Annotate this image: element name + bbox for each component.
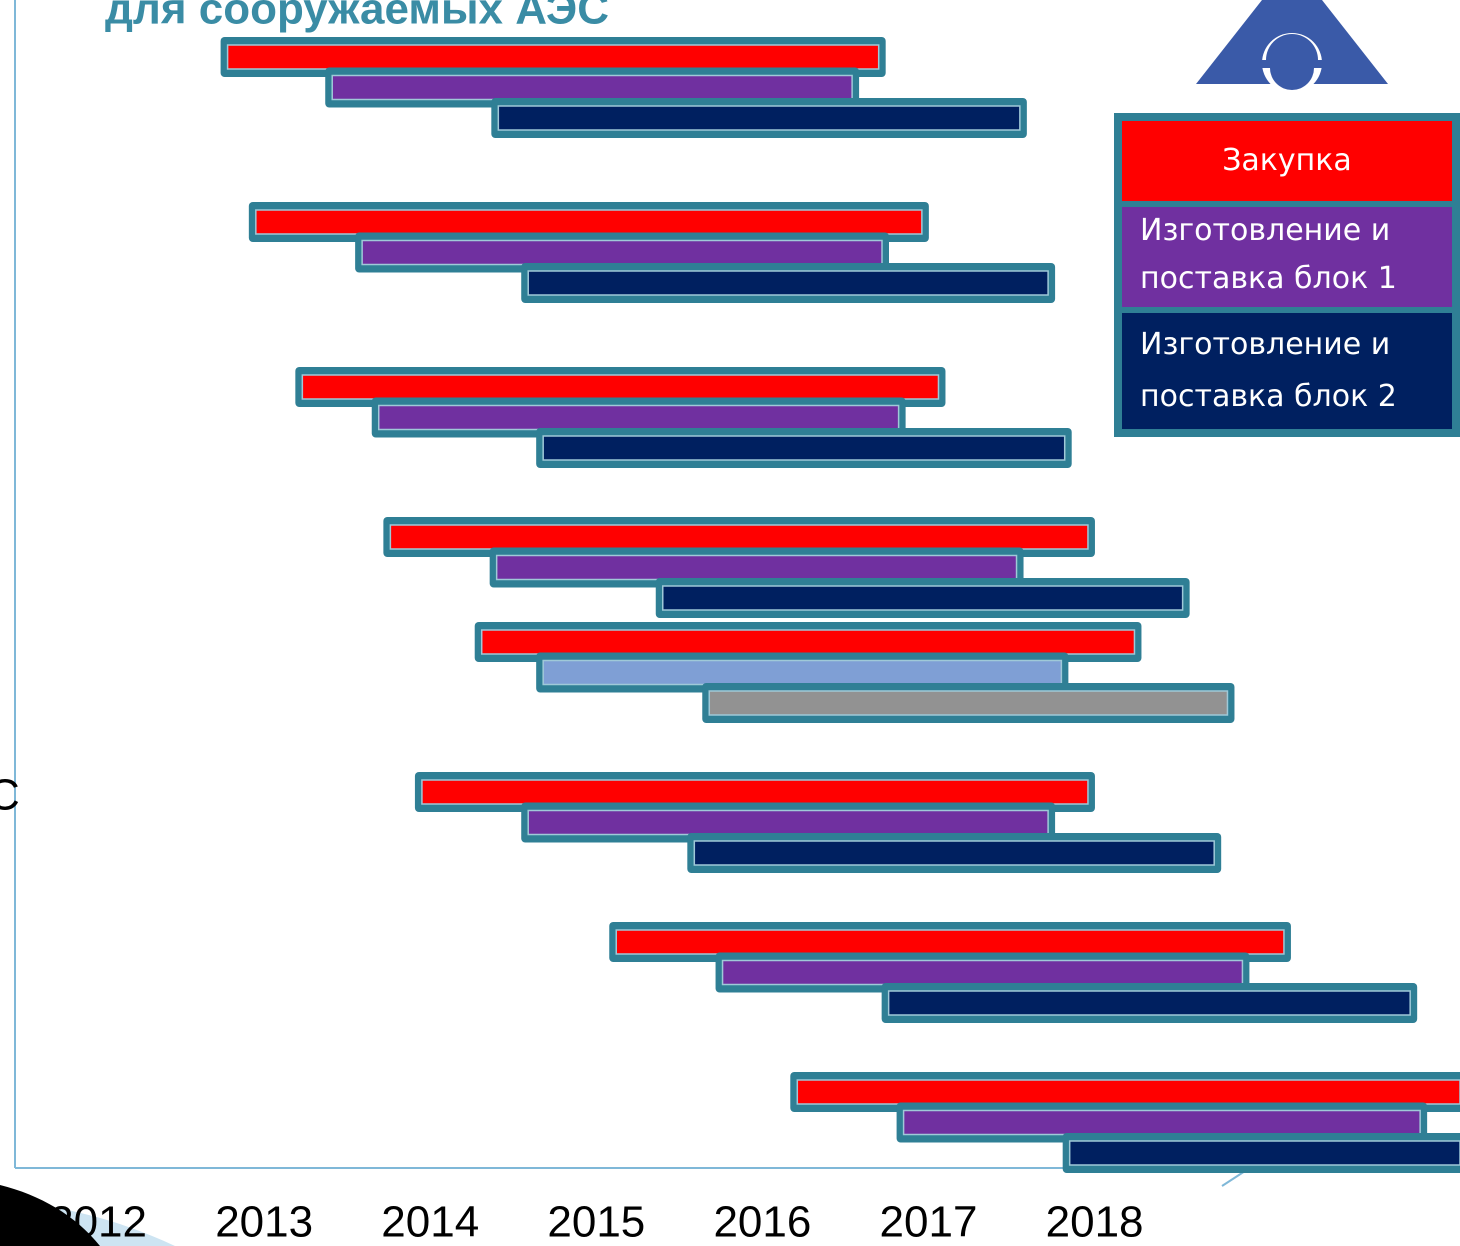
x-tick-label: 2014 (381, 1198, 479, 1246)
bar (489, 547, 1024, 588)
bar-fill (708, 690, 1229, 716)
bar-fill (693, 840, 1215, 866)
bar (521, 263, 1056, 303)
legend-entry: Изготовление и поставка блок 2 (1122, 313, 1452, 429)
decor-swoosh (0, 1185, 100, 1246)
bar (609, 922, 1291, 962)
bar (521, 802, 1056, 843)
bar (295, 367, 946, 407)
bar (355, 232, 889, 273)
bar (414, 772, 1095, 812)
legend-entry: Изготовление и поставка блок 1 (1122, 207, 1452, 307)
bar (536, 652, 1069, 693)
bar (881, 983, 1418, 1023)
bar-fill (421, 779, 1089, 805)
x-tick-label: 2017 (880, 1198, 978, 1246)
bar-fill (527, 809, 1049, 836)
bar (715, 952, 1250, 993)
x-tick-label: 2012 (49, 1198, 147, 1246)
bar-fill (662, 585, 1184, 611)
bar (687, 833, 1222, 873)
bar-fill (377, 404, 900, 431)
bar (491, 98, 1027, 138)
bar-fill (796, 1079, 1460, 1105)
bar-fill (331, 74, 853, 101)
bar-fill (480, 629, 1136, 655)
bar-fill (495, 554, 1018, 581)
bar (702, 683, 1235, 723)
bar (220, 37, 886, 77)
x-tick-label: 2018 (1046, 1198, 1144, 1246)
bar (248, 202, 929, 242)
bar-fill (301, 374, 940, 400)
bar-fill (887, 990, 1411, 1016)
bar-fill (1068, 1140, 1460, 1166)
bar-fill (497, 105, 1021, 131)
bar-fill (389, 524, 1089, 550)
bar-fill (542, 435, 1066, 461)
bar-fill (255, 209, 923, 235)
bar (655, 578, 1190, 618)
bar (790, 1072, 1460, 1112)
x-tick-label: 2016 (713, 1198, 811, 1246)
bar-fill (615, 929, 1285, 955)
bar-fill (902, 1109, 1421, 1136)
bar-fill (361, 239, 883, 266)
bar (474, 622, 1142, 662)
bar (896, 1102, 1428, 1143)
bar (325, 67, 860, 108)
legend-entry: Закупка (1122, 121, 1452, 201)
bar (536, 428, 1072, 468)
bar-fill (542, 659, 1063, 686)
x-tick-label: 2013 (215, 1198, 313, 1246)
bar-fill (226, 44, 880, 70)
bar (383, 517, 1095, 557)
x-tick-label: 2015 (547, 1198, 645, 1246)
chart-title: для сооружаемых АЭС (105, 0, 609, 34)
legend: Закупка Изготовление и поставка блок 1 И… (1114, 113, 1460, 437)
bar-fill (721, 959, 1244, 986)
logo (1196, 0, 1388, 93)
row-label-fragment: С (0, 771, 20, 820)
bar (1062, 1133, 1460, 1173)
bar-fill (527, 270, 1049, 296)
